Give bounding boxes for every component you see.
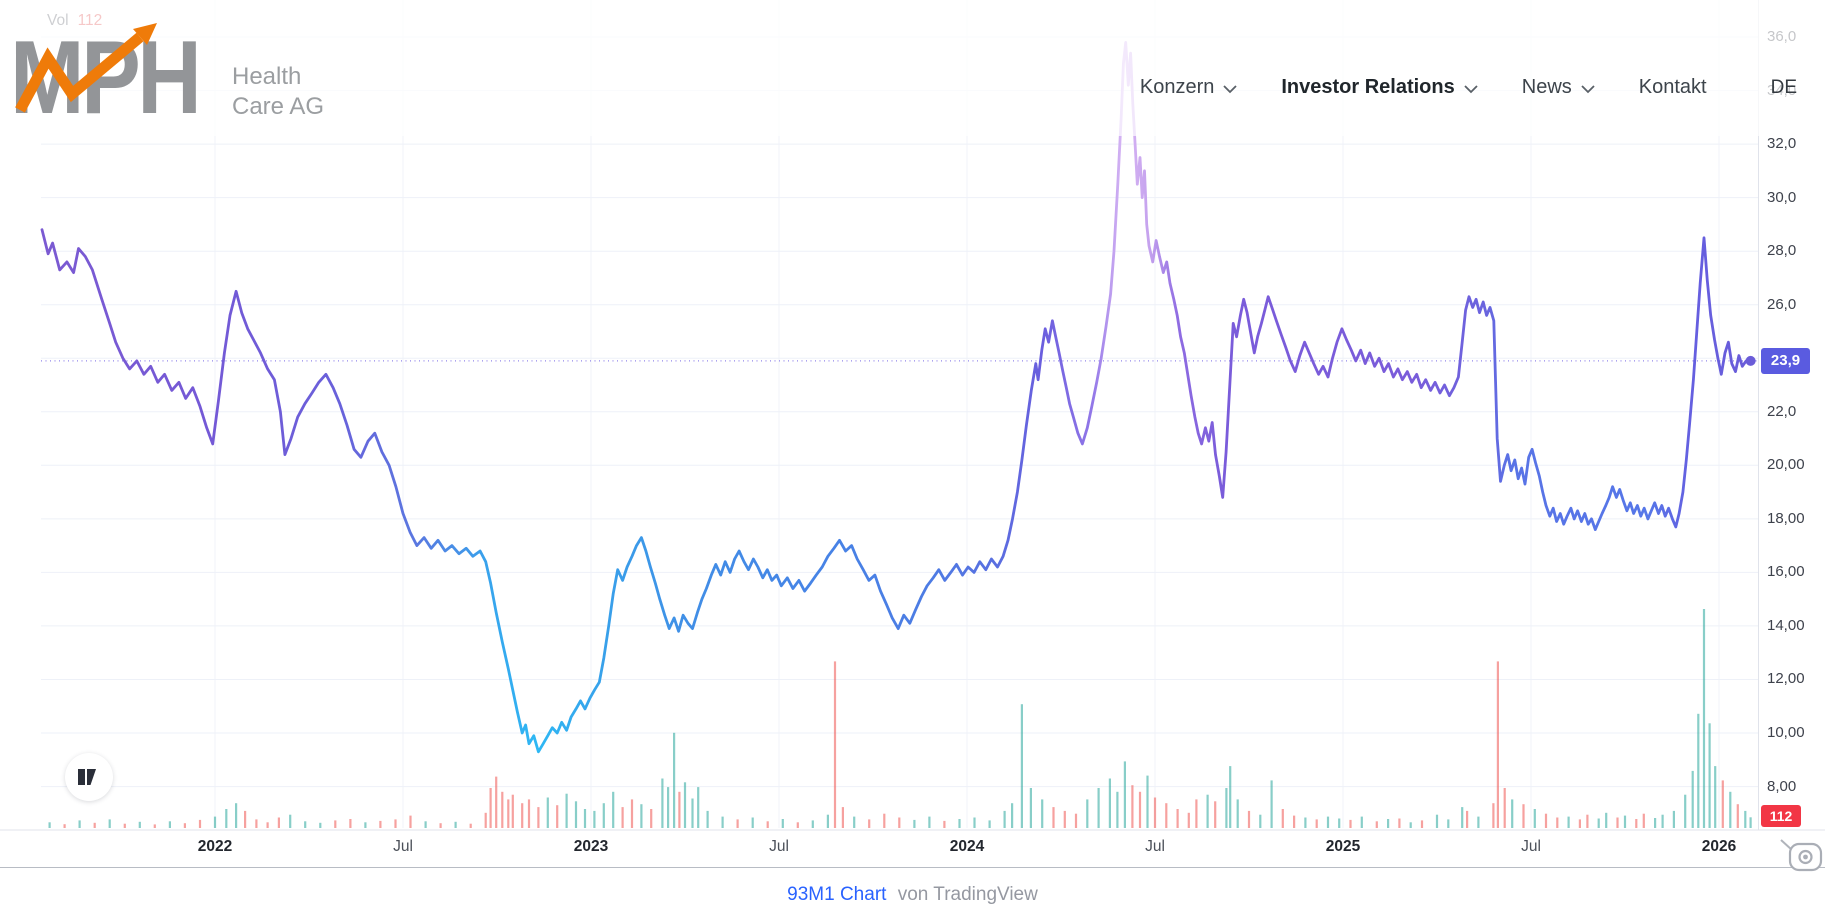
price-axis-label: 18,00 bbox=[1767, 510, 1805, 527]
time-axis-label: 2022 bbox=[197, 838, 233, 855]
chevron-down-icon bbox=[1581, 84, 1595, 93]
price-axis-label: 28,0 bbox=[1767, 242, 1797, 259]
price-axis-label: 8,00 bbox=[1767, 778, 1797, 795]
volume-bars bbox=[48, 609, 1752, 828]
logo-subtitle: Health Care AG bbox=[232, 63, 325, 120]
attribution-text: von TradingView bbox=[897, 884, 1038, 905]
price-axis-label: 26,0 bbox=[1767, 296, 1797, 313]
symbol-chart-link[interactable]: 93M1 Chart bbox=[787, 884, 887, 905]
nav-item-news[interactable]: News bbox=[1522, 76, 1595, 99]
language-selector[interactable]: DE bbox=[1770, 76, 1797, 98]
price-axis-label: 30,0 bbox=[1767, 189, 1797, 206]
price-line bbox=[40, 41, 1752, 754]
tradingview-watermark-logo[interactable] bbox=[65, 753, 113, 801]
tradingview-icon bbox=[78, 769, 96, 785]
chevron-down-icon bbox=[1223, 84, 1237, 93]
time-axis-label: 2023 bbox=[573, 838, 609, 855]
time-scale[interactable]: 2022 Jul 2023 Jul 2024 Jul 2025 Jul 2026 bbox=[0, 830, 1825, 868]
nav-item-kontakt[interactable]: Kontakt bbox=[1638, 76, 1707, 98]
chart-attribution: 93M1 Chart von TradingView bbox=[0, 884, 1825, 906]
price-axis-label: 22,0 bbox=[1767, 403, 1797, 420]
accessibility-eye-icon[interactable] bbox=[1779, 838, 1823, 879]
logo-arrow-icon bbox=[15, 23, 157, 113]
price-axis-label: 10,00 bbox=[1767, 724, 1805, 741]
price-axis-label: 12,00 bbox=[1767, 670, 1805, 687]
last-volume-badge: 112 bbox=[1761, 805, 1801, 827]
time-axis-label: Jul bbox=[1145, 838, 1165, 855]
time-axis-label: 2026 bbox=[1701, 838, 1737, 855]
site-header: MPH Health Care AG Konzern Investor Rela… bbox=[0, 0, 1825, 136]
time-axis-label: 2025 bbox=[1325, 838, 1361, 855]
last-price-badge: 23,9 bbox=[1761, 348, 1810, 374]
time-axis-label: Jul bbox=[1521, 838, 1541, 855]
nav-item-investor-relations[interactable]: Investor Relations bbox=[1281, 76, 1478, 99]
price-axis-label: 32,0 bbox=[1767, 135, 1797, 152]
time-axis-label: Jul bbox=[393, 838, 413, 855]
time-axis-label: 2024 bbox=[949, 838, 985, 855]
main-nav: Konzern Investor Relations News Kontakt … bbox=[1140, 76, 1797, 99]
nav-item-konzern[interactable]: Konzern bbox=[1140, 76, 1238, 99]
price-axis-label: 14,00 bbox=[1767, 617, 1805, 634]
price-axis-label: 20,00 bbox=[1767, 456, 1805, 473]
logo[interactable]: MPH Health Care AG bbox=[10, 0, 340, 136]
chevron-down-icon bbox=[1464, 84, 1478, 93]
time-axis-label: Jul bbox=[769, 838, 789, 855]
last-price-dot bbox=[1745, 355, 1756, 366]
price-axis-label: 16,00 bbox=[1767, 563, 1805, 580]
